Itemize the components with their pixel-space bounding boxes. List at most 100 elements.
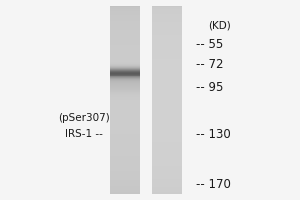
Bar	[152, 163, 182, 164]
Bar	[152, 167, 182, 168]
Bar	[110, 113, 140, 114]
Bar	[152, 72, 182, 73]
Bar	[110, 95, 140, 96]
Bar	[110, 23, 140, 24]
Bar	[152, 31, 182, 33]
Bar	[152, 110, 182, 111]
Text: -- 95: -- 95	[196, 81, 224, 94]
Bar	[152, 141, 182, 142]
Bar	[152, 106, 182, 107]
Bar	[152, 7, 182, 8]
Bar	[110, 102, 140, 103]
Bar	[152, 160, 182, 161]
Bar	[110, 68, 140, 69]
Bar	[110, 189, 140, 190]
Bar	[110, 98, 140, 99]
Bar	[152, 142, 182, 143]
Bar	[110, 122, 140, 123]
Bar	[152, 71, 182, 72]
Bar	[110, 193, 140, 194]
Bar	[152, 168, 182, 169]
Bar	[110, 65, 140, 66]
Bar	[110, 190, 140, 191]
Bar	[152, 14, 182, 15]
Bar	[152, 107, 182, 108]
Bar	[152, 147, 182, 148]
Bar	[110, 139, 140, 141]
Bar	[152, 113, 182, 114]
Bar	[152, 99, 182, 100]
Bar	[152, 190, 182, 191]
Bar	[110, 42, 140, 43]
Bar	[152, 97, 182, 98]
Bar	[110, 183, 140, 184]
Bar	[152, 13, 182, 14]
Bar	[110, 24, 140, 25]
Bar	[110, 155, 140, 157]
Bar	[152, 144, 182, 145]
Bar	[110, 46, 140, 48]
Bar	[152, 60, 182, 61]
Bar	[152, 53, 182, 54]
Bar	[152, 133, 182, 134]
Bar	[152, 83, 182, 84]
Bar	[152, 55, 182, 56]
Bar	[152, 45, 182, 46]
Bar	[152, 161, 182, 162]
Bar	[152, 193, 182, 194]
Bar	[152, 176, 182, 177]
Bar	[152, 34, 182, 35]
Bar	[152, 108, 182, 110]
Bar	[152, 138, 182, 139]
Bar	[110, 14, 140, 15]
Bar	[110, 101, 140, 102]
Bar	[110, 14, 140, 16]
Bar	[152, 114, 182, 115]
Bar	[110, 148, 140, 149]
Bar	[110, 111, 140, 112]
Bar	[152, 143, 182, 144]
Bar	[152, 61, 182, 63]
Bar	[110, 143, 140, 144]
Bar	[110, 151, 140, 152]
Bar	[110, 50, 140, 51]
Bar	[152, 115, 182, 116]
Bar	[110, 108, 140, 109]
Bar	[110, 165, 140, 166]
Bar	[110, 21, 140, 22]
Bar	[152, 88, 182, 89]
Bar	[152, 37, 182, 38]
Bar	[110, 129, 140, 130]
Bar	[152, 127, 182, 128]
Bar	[110, 163, 140, 164]
Bar	[110, 43, 140, 44]
Bar	[110, 13, 140, 14]
Bar	[152, 180, 182, 181]
Bar	[152, 189, 182, 190]
Bar	[110, 184, 140, 185]
Bar	[110, 117, 140, 118]
Bar	[110, 132, 140, 133]
Bar	[110, 79, 140, 80]
Bar	[152, 29, 182, 31]
Bar	[152, 46, 182, 48]
Bar	[152, 131, 182, 132]
Bar	[152, 185, 182, 186]
Bar	[152, 165, 182, 166]
Bar	[152, 136, 182, 137]
Bar	[152, 120, 182, 121]
Bar	[110, 61, 140, 62]
Bar	[152, 118, 182, 119]
Bar	[152, 171, 182, 173]
Bar	[110, 91, 140, 92]
Bar	[152, 26, 182, 27]
Bar	[152, 17, 182, 18]
Bar	[110, 170, 140, 172]
Bar	[152, 145, 182, 146]
Bar	[152, 77, 182, 79]
Bar	[152, 64, 182, 65]
Bar	[110, 59, 140, 60]
Bar	[152, 82, 182, 83]
Bar	[152, 8, 182, 9]
Bar	[152, 78, 182, 80]
